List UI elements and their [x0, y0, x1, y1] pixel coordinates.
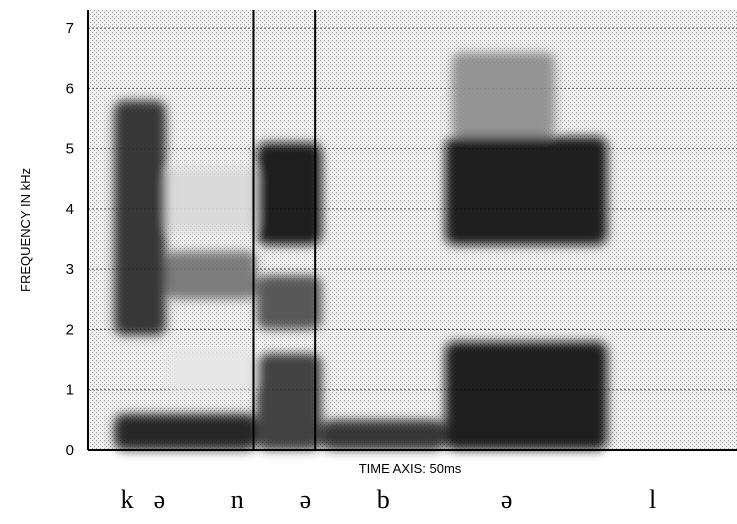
- plot-area: [87, 10, 737, 451]
- energy-region-5: [256, 142, 322, 246]
- phonetic-label-5: ə: [501, 485, 513, 514]
- y-tick-label-0: 0: [66, 442, 74, 459]
- energy-region-6: [256, 353, 322, 450]
- phonetic-label-0: k: [120, 485, 133, 514]
- y-tick-label-2: 2: [66, 321, 74, 338]
- phonetic-label-6: l: [649, 485, 656, 514]
- energy-region-7: [256, 275, 322, 330]
- energy-region-0: [113, 100, 166, 336]
- segment-boundaries: [252, 10, 317, 450]
- energy-region-4: [165, 166, 257, 234]
- energy-region-3: [165, 347, 257, 390]
- energy-region-11: [451, 52, 556, 137]
- y-tick-labels: 0 1 2 3 4 5 6 7: [66, 20, 74, 459]
- energy-region-8: [321, 419, 445, 450]
- y-tick-label-4: 4: [66, 201, 74, 218]
- energy-region-1: [113, 413, 257, 450]
- energy-region-10: [444, 341, 608, 450]
- phonetic-label-1: ə: [154, 485, 166, 514]
- y-axis-label: FREQUENCY IN kHz: [18, 168, 33, 292]
- energy-region-2: [165, 251, 257, 300]
- energy-region-9: [444, 136, 608, 246]
- phonetic-label-4: b: [377, 485, 390, 514]
- phonetic-label-3: ə: [300, 485, 312, 514]
- y-tick-label-1: 1: [66, 382, 74, 399]
- y-tick-label-7: 7: [66, 20, 74, 37]
- phonetic-label-2: n: [231, 485, 244, 514]
- y-tick-label-6: 6: [66, 80, 74, 97]
- x-axis-label: TIME AXIS: 50ms: [359, 461, 462, 476]
- y-tick-label-5: 5: [66, 141, 74, 158]
- y-tick-label-3: 3: [66, 261, 74, 278]
- energy-regions: [113, 52, 608, 450]
